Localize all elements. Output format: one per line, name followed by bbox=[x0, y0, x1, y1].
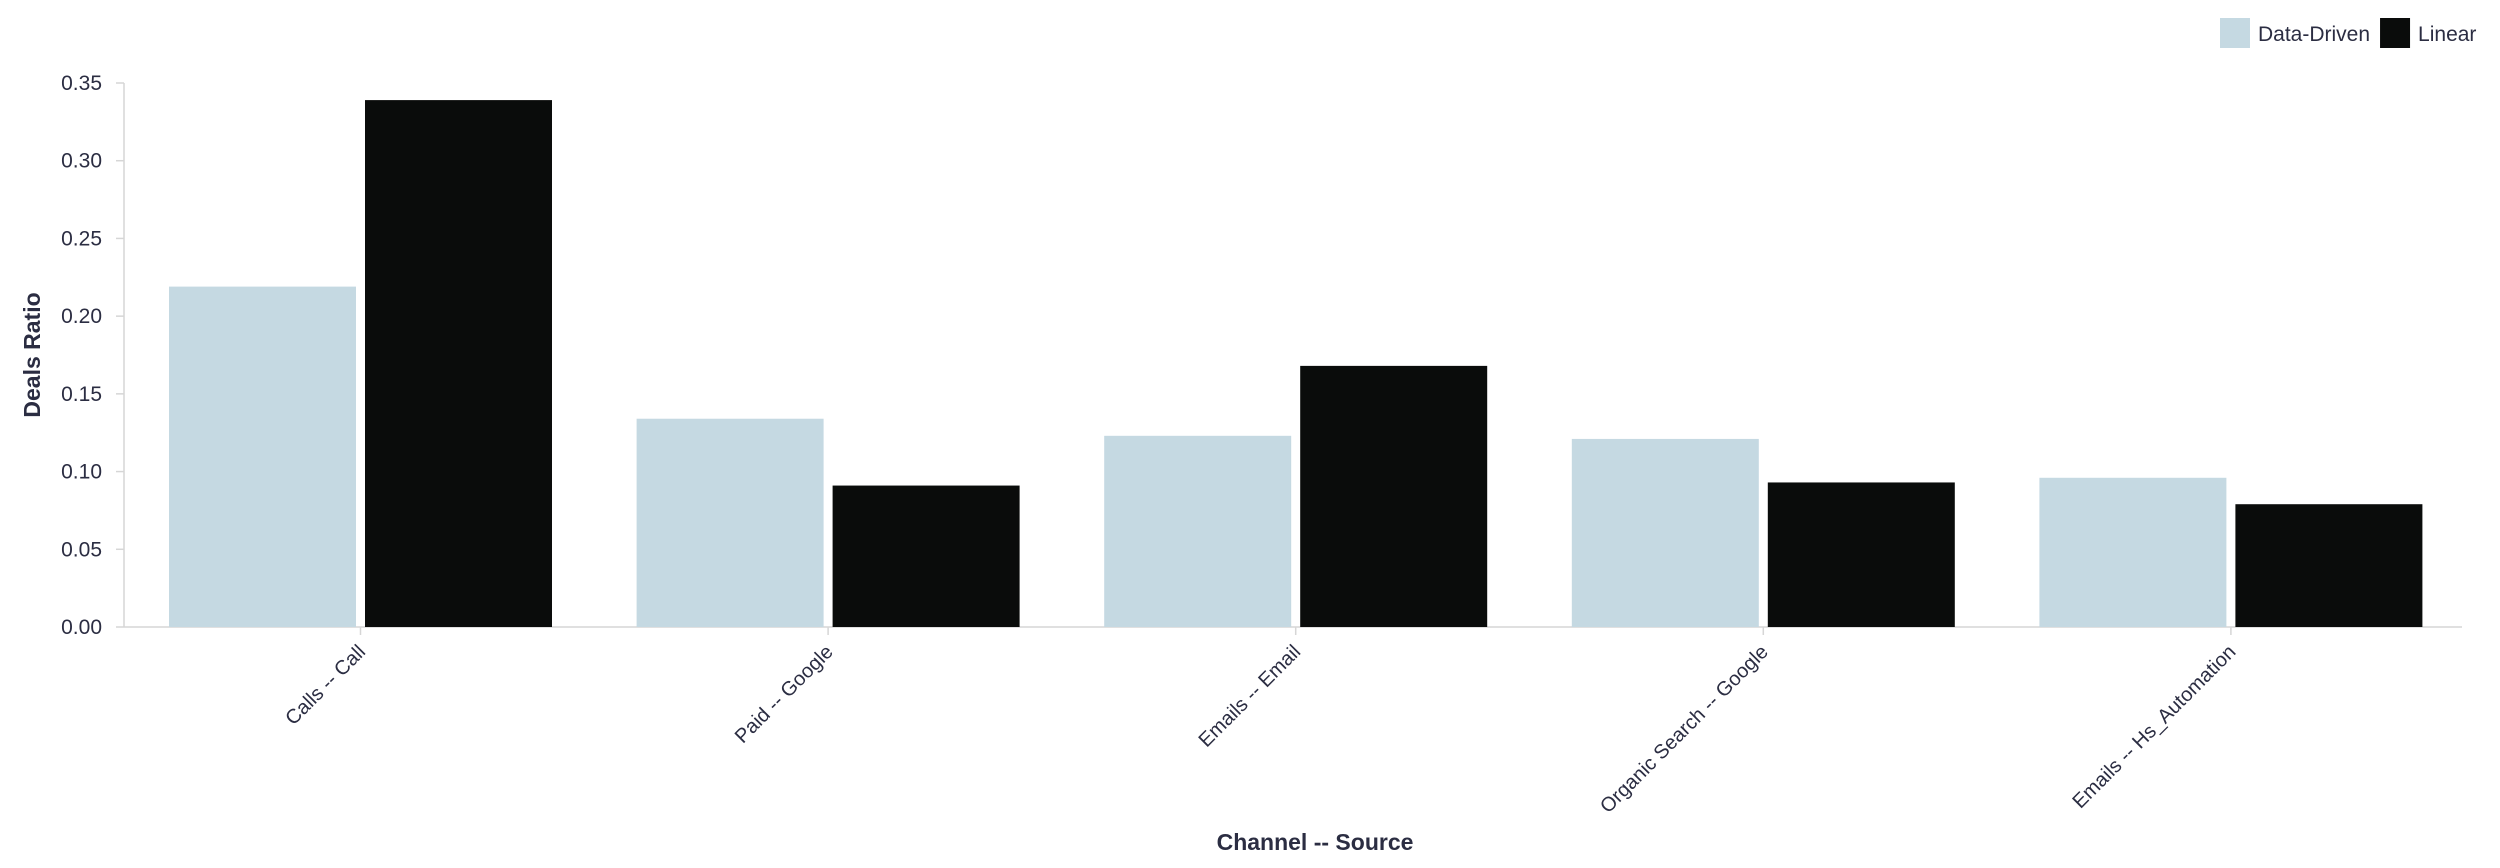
bar-linear[interactable] bbox=[1767, 482, 1955, 627]
bar-data-driven[interactable] bbox=[2039, 477, 2227, 627]
legend-label: Data-Driven bbox=[2258, 23, 2370, 46]
y-tick-label: 0.30 bbox=[61, 150, 102, 173]
y-tick-label: 0.20 bbox=[61, 305, 102, 328]
x-tick-label: Emails -- Hs_Automation bbox=[2068, 641, 2240, 813]
bar-linear[interactable] bbox=[1300, 365, 1488, 627]
y-tick-label: 0.25 bbox=[61, 227, 102, 250]
x-axis-title: Channel -- Source bbox=[1217, 829, 1414, 855]
legend-swatch bbox=[2380, 18, 2411, 48]
bar-linear[interactable] bbox=[2235, 504, 2423, 627]
y-tick-label: 0.15 bbox=[61, 383, 102, 406]
y-tick-label: 0.05 bbox=[61, 538, 102, 561]
x-axis: Calls -- Call Paid -- Google Emails -- Ema… bbox=[124, 626, 2462, 818]
x-tick-label: Paid -- Google bbox=[731, 641, 838, 748]
legend-label: Linear bbox=[2418, 23, 2476, 46]
bar-linear[interactable] bbox=[365, 100, 552, 627]
legend-item-data-driven[interactable]: Data-Driven bbox=[2220, 18, 2370, 48]
x-tick-label: Calls -- Call bbox=[281, 641, 370, 730]
legend[interactable]: Data-Driven Linear bbox=[2220, 18, 2476, 48]
bar-linear[interactable] bbox=[832, 485, 1020, 627]
x-tick-label: Organic Search -- Google bbox=[1596, 641, 1773, 818]
legend-swatch bbox=[2220, 18, 2250, 48]
bar-data-driven[interactable] bbox=[1571, 438, 1759, 627]
bars bbox=[169, 100, 2423, 627]
y-axis-title: Deals Ratio bbox=[19, 292, 45, 417]
y-tick-label: 0.00 bbox=[61, 616, 102, 639]
x-tick-label: Emails -- Email bbox=[1195, 641, 1306, 752]
y-tick-label: 0.10 bbox=[61, 461, 102, 484]
bar-data-driven[interactable] bbox=[636, 418, 824, 627]
y-axis: 0.00 0.05 0.10 0.15 0.20 0.25 0.30 0.35 bbox=[61, 72, 125, 639]
legend-item-linear[interactable]: Linear bbox=[2380, 18, 2476, 48]
bar-data-driven[interactable] bbox=[169, 286, 356, 627]
bar-data-driven[interactable] bbox=[1104, 435, 1292, 627]
y-tick-label: 0.35 bbox=[61, 72, 102, 95]
